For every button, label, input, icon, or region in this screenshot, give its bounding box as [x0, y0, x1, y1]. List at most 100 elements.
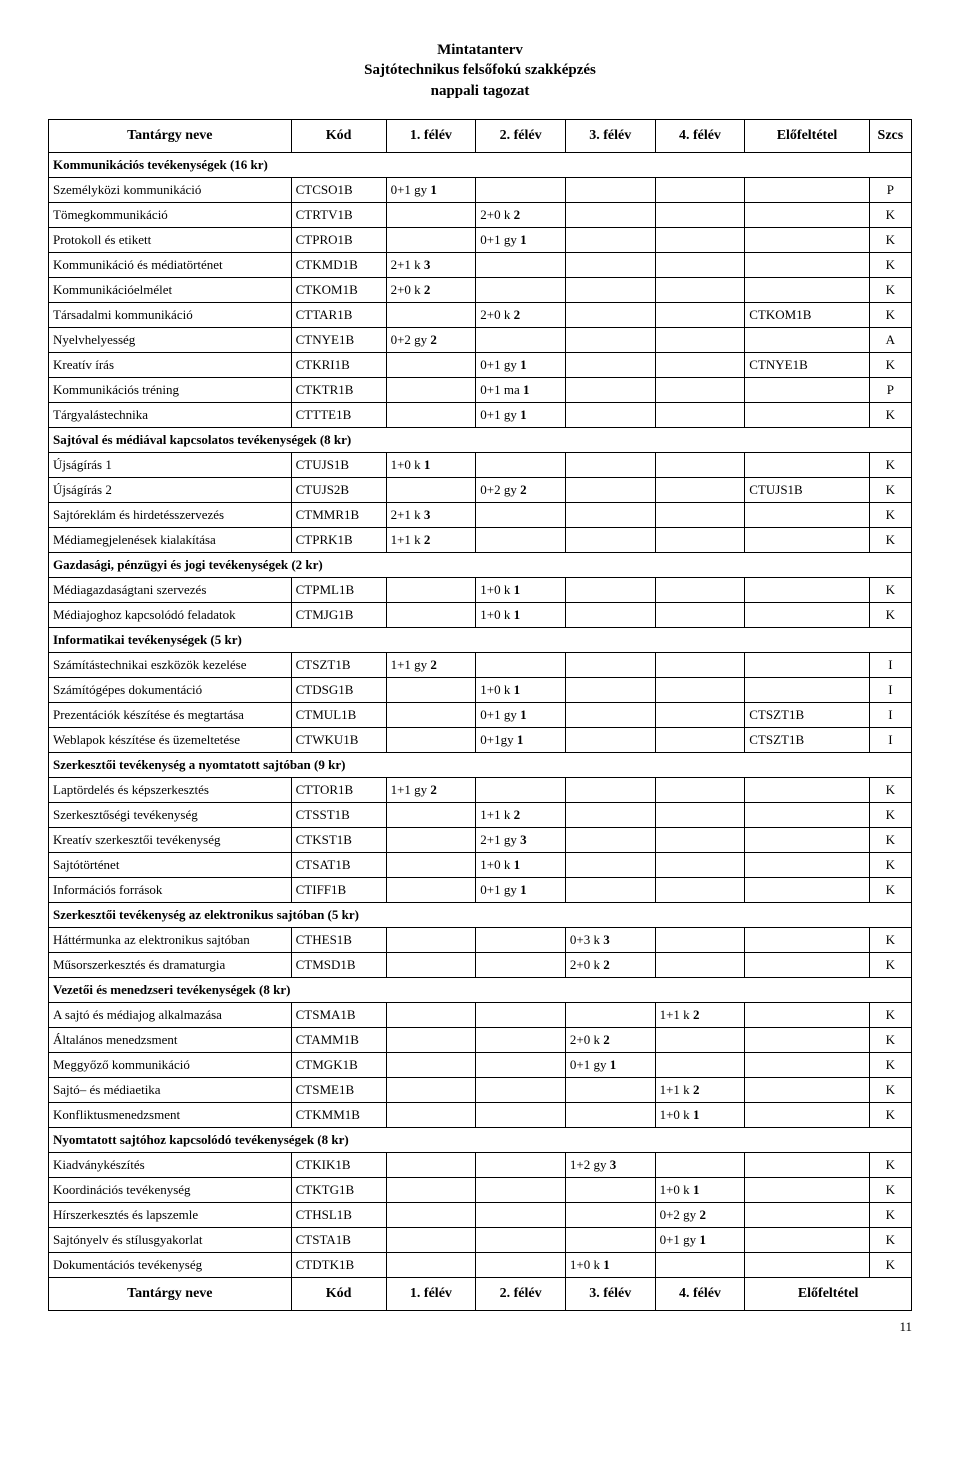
cell-sem1 — [386, 1177, 476, 1202]
cell-sem2: 0+1 gy 1 — [476, 877, 566, 902]
section-title: Szerkesztői tevékenység a nyomtatott saj… — [49, 752, 912, 777]
cell-name: Hírszerkesztés és lapszemle — [49, 1202, 292, 1227]
cell-name: Médiajoghoz kapcsolódó feladatok — [49, 602, 292, 627]
cell-sem2: 1+0 k 1 — [476, 577, 566, 602]
cell-sem4 — [655, 502, 745, 527]
cell-szcs: A — [869, 327, 911, 352]
section-title: Informatikai tevékenységek (5 kr) — [49, 627, 912, 652]
cell-name: Műsorszerkesztés és dramaturgia — [49, 952, 292, 977]
cell-code: CTMGK1B — [291, 1052, 386, 1077]
cell-sem2: 0+1 gy 1 — [476, 702, 566, 727]
cell-sem2 — [476, 1177, 566, 1202]
cell-szcs: K — [869, 1227, 911, 1252]
cell-sem3 — [565, 1077, 655, 1102]
cell-name: Tárgyalástechnika — [49, 402, 292, 427]
cell-sem1 — [386, 302, 476, 327]
cell-szcs: K — [869, 477, 911, 502]
cell-sem4 — [655, 1027, 745, 1052]
cell-sem3 — [565, 777, 655, 802]
cell-name: Számítógépes dokumentáció — [49, 677, 292, 702]
cell-name: Laptördelés és képszerkesztés — [49, 777, 292, 802]
cell-sem4 — [655, 827, 745, 852]
cell-sem2: 0+2 gy 2 — [476, 477, 566, 502]
cell-szcs: K — [869, 1102, 911, 1127]
cell-sem4 — [655, 702, 745, 727]
cell-pre — [745, 277, 869, 302]
cell-code: CTSZT1B — [291, 652, 386, 677]
cell-sem4 — [655, 1152, 745, 1177]
table-row: Újságírás 2CTUJS2B0+2 gy 2CTUJS1BK — [49, 477, 912, 502]
page-title: Mintatanterv Sajtótechnikus felsőfokú sz… — [48, 40, 912, 101]
cell-code: CTKST1B — [291, 827, 386, 852]
cell-sem1 — [386, 227, 476, 252]
cell-sem2 — [476, 1027, 566, 1052]
section-title: Vezetői és menedzseri tevékenységek (8 k… — [49, 977, 912, 1002]
cell-sem1 — [386, 1077, 476, 1102]
cell-sem1 — [386, 477, 476, 502]
cell-pre — [745, 577, 869, 602]
cell-name: Meggyőző kommunikáció — [49, 1052, 292, 1077]
cell-name: Tömegkommunikáció — [49, 202, 292, 227]
cell-szcs: K — [869, 452, 911, 477]
cell-pre — [745, 1077, 869, 1102]
cell-szcs: K — [869, 402, 911, 427]
cell-sem3: 1+0 k 1 — [565, 1252, 655, 1277]
cell-sem2 — [476, 277, 566, 302]
cell-code: CTTOR1B — [291, 777, 386, 802]
cell-sem3 — [565, 1102, 655, 1127]
cell-pre — [745, 1177, 869, 1202]
cell-pre — [745, 252, 869, 277]
cell-sem1: 1+1 k 2 — [386, 527, 476, 552]
cell-sem3 — [565, 352, 655, 377]
cell-sem1 — [386, 1002, 476, 1027]
table-header-row: Tantárgy neve Kód 1. félév 2. félév 3. f… — [49, 119, 912, 152]
cell-name: Prezentációk készítése és megtartása — [49, 702, 292, 727]
cell-sem4 — [655, 527, 745, 552]
cell-sem3 — [565, 327, 655, 352]
cell-sem2: 0+1 ma 1 — [476, 377, 566, 402]
cell-sem2: 0+1 gy 1 — [476, 227, 566, 252]
cell-sem4 — [655, 602, 745, 627]
section-title: Szerkesztői tevékenység az elektronikus … — [49, 902, 912, 927]
cell-szcs: K — [869, 1177, 911, 1202]
cell-name: Kreatív írás — [49, 352, 292, 377]
title-line-3: nappali tagozat — [48, 81, 912, 101]
table-row: KommunikációelméletCTKOM1B2+0 k 2K — [49, 277, 912, 302]
cell-szcs: K — [869, 527, 911, 552]
cell-code: CTHSL1B — [291, 1202, 386, 1227]
table-row: Számítástechnikai eszközök kezeléseCTSZT… — [49, 652, 912, 677]
cell-szcs: K — [869, 277, 911, 302]
cell-szcs: K — [869, 227, 911, 252]
cell-code: CTCSO1B — [291, 177, 386, 202]
cell-sem1 — [386, 1102, 476, 1127]
cell-sem1 — [386, 1227, 476, 1252]
cell-sem3 — [565, 527, 655, 552]
cell-pre — [745, 1227, 869, 1252]
cell-sem1 — [386, 1252, 476, 1277]
cell-szcs: K — [869, 1252, 911, 1277]
cell-sem1 — [386, 1052, 476, 1077]
section-title-row: Szerkesztői tevékenység a nyomtatott saj… — [49, 752, 912, 777]
cell-code: CTIFF1B — [291, 877, 386, 902]
cell-sem4 — [655, 802, 745, 827]
table-row: Információs forrásokCTIFF1B0+1 gy 1K — [49, 877, 912, 902]
cell-sem1: 2+1 k 3 — [386, 502, 476, 527]
cell-szcs: K — [869, 302, 911, 327]
cell-szcs: K — [869, 927, 911, 952]
cell-szcs: K — [869, 602, 911, 627]
cell-sem1 — [386, 952, 476, 977]
cell-szcs: K — [869, 352, 911, 377]
cell-name: Kommunikáció és médiatörténet — [49, 252, 292, 277]
cell-sem2 — [476, 1052, 566, 1077]
table-row: SajtótörténetCTSAT1B1+0 k 1K — [49, 852, 912, 877]
cell-sem3 — [565, 1202, 655, 1227]
cell-name: Kommunikációelmélet — [49, 277, 292, 302]
cell-sem4 — [655, 1052, 745, 1077]
cell-name: Újságírás 2 — [49, 477, 292, 502]
cell-pre — [745, 1152, 869, 1177]
cell-name: Sajtótörténet — [49, 852, 292, 877]
section-title-row: Gazdasági, pénzügyi és jogi tevékenysége… — [49, 552, 912, 577]
th-szcs: Szcs — [869, 119, 911, 152]
cell-szcs: K — [869, 1077, 911, 1102]
cell-sem3 — [565, 577, 655, 602]
